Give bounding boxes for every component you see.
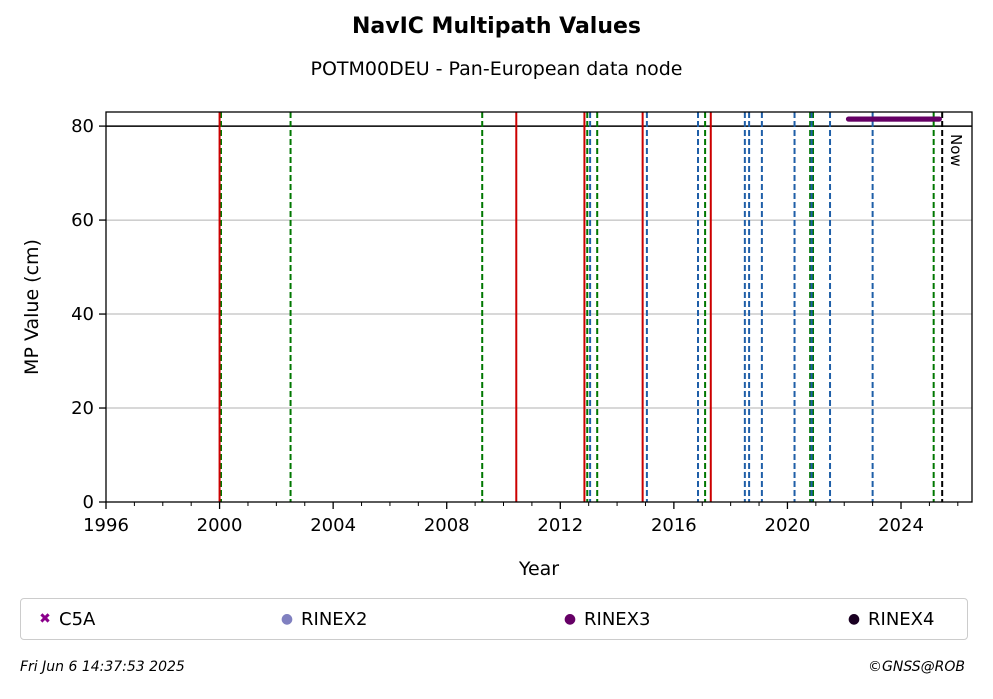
x-tick-label: 2012 (537, 515, 583, 536)
legend-item-rinex4: ● RINEX4 (846, 599, 935, 639)
now-label: Now (947, 134, 965, 167)
legend-label-rinex3: RINEX3 (584, 608, 651, 630)
x-marker-icon: ✖ (39, 611, 51, 627)
legend-label-rinex4: RINEX4 (868, 608, 935, 630)
legend-label-rinex2: RINEX2 (301, 608, 368, 630)
chart-area: Now 1996 2000 2004 2008 2012 2016 2020 2024 0 20 40… (21, 111, 973, 580)
x-axis-label: Year (518, 558, 559, 580)
x-tick-label: 2000 (197, 515, 243, 536)
y-axis-label: MP Value (cm) (21, 239, 43, 375)
x-tick-label: 2016 (651, 515, 697, 536)
copyright: ©GNSS@ROB (868, 659, 965, 675)
y-tick-label: 80 (71, 116, 94, 137)
dot-marker-icon: ● (563, 611, 577, 627)
chart-title: NavIC Multipath Values (351, 14, 642, 39)
y-tick-label: 60 (71, 210, 94, 231)
timestamp: Fri Jun 6 14:37:53 2025 (20, 659, 185, 675)
legend-label-c5a: C5A (59, 608, 96, 630)
y-tick-label: 20 (71, 398, 94, 419)
data-point (936, 116, 942, 122)
y-tick-label: 40 (71, 304, 94, 325)
legend: ✖ C5A ● RINEX2 ● RINEX3 ● RINEX4 (20, 598, 968, 640)
dot-marker-icon: ● (280, 611, 294, 627)
x-tick-label: 2008 (424, 515, 470, 536)
x-tick-label: 2024 (878, 515, 924, 536)
x-tick-label: 2004 (310, 515, 356, 536)
y-tick-label: 0 (83, 492, 94, 513)
x-tick-label: 1996 (83, 515, 129, 536)
legend-item-rinex2: ● RINEX2 (279, 599, 368, 639)
legend-item-c5a: ✖ C5A (37, 599, 95, 639)
series-rinex3 (845, 116, 942, 122)
plot-frame (105, 111, 973, 503)
legend-item-rinex3: ● RINEX3 (562, 599, 651, 639)
x-tick-label: 2020 (765, 515, 811, 536)
dot-marker-icon: ● (847, 611, 861, 627)
chart-subtitle: POTM00DEU - Pan-European data node (310, 58, 683, 80)
